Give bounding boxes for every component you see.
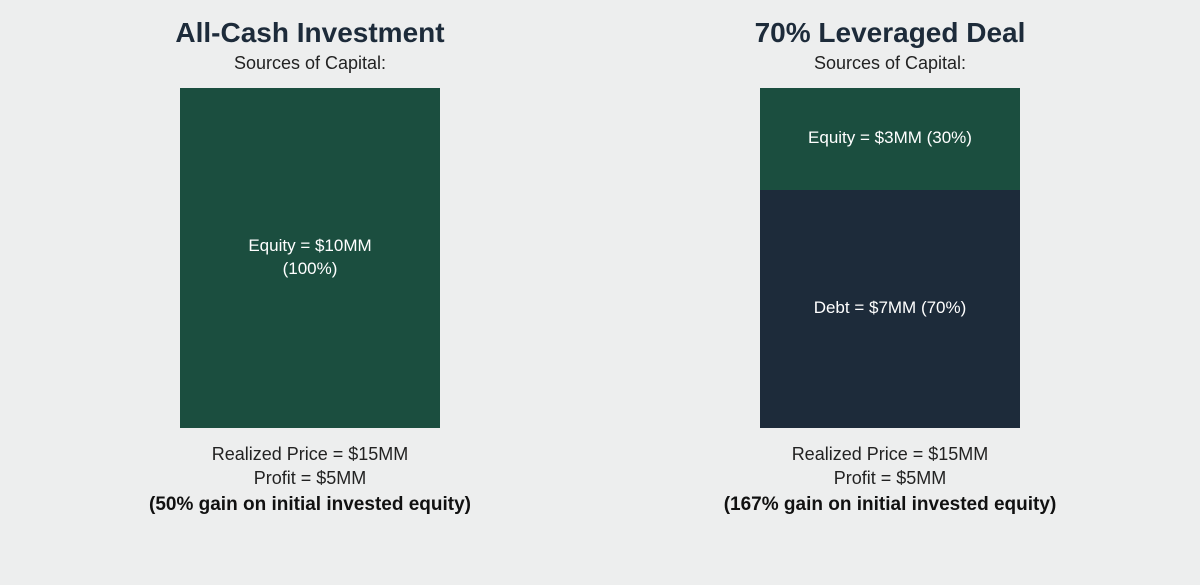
panel-subtitle: Sources of Capital: xyxy=(234,53,386,74)
gain-summary: (167% gain on initial invested equity) xyxy=(724,492,1057,518)
panel-leveraged: 70% Leveraged Deal Sources of Capital: E… xyxy=(680,18,1100,518)
segment-label-line1: Equity = $3MM (30%) xyxy=(808,127,972,150)
panel-title: 70% Leveraged Deal xyxy=(755,18,1026,49)
panel-all-cash: All-Cash Investment Sources of Capital: … xyxy=(100,18,520,518)
segment-equity: Equity = $10MM (100%) xyxy=(180,88,440,428)
panel-footer: Realized Price = $15MM Profit = $5MM (50… xyxy=(149,442,471,518)
segment-label-line1: Equity = $10MM xyxy=(248,235,371,258)
realized-price: Realized Price = $15MM xyxy=(149,442,471,466)
capital-stack: Equity = $10MM (100%) xyxy=(180,88,440,428)
gain-summary: (50% gain on initial invested equity) xyxy=(149,492,471,518)
panel-subtitle: Sources of Capital: xyxy=(814,53,966,74)
panels-container: All-Cash Investment Sources of Capital: … xyxy=(100,18,1100,518)
panel-footer: Realized Price = $15MM Profit = $5MM (16… xyxy=(724,442,1057,518)
segment-debt: Debt = $7MM (70%) xyxy=(760,190,1020,428)
realized-price: Realized Price = $15MM xyxy=(724,442,1057,466)
capital-stack: Equity = $3MM (30%) Debt = $7MM (70%) xyxy=(760,88,1020,428)
panel-title: All-Cash Investment xyxy=(175,18,444,49)
segment-equity: Equity = $3MM (30%) xyxy=(760,88,1020,190)
profit: Profit = $5MM xyxy=(149,466,471,490)
profit: Profit = $5MM xyxy=(724,466,1057,490)
segment-label-line1: Debt = $7MM (70%) xyxy=(814,297,967,320)
segment-label-line2: (100%) xyxy=(283,258,338,281)
